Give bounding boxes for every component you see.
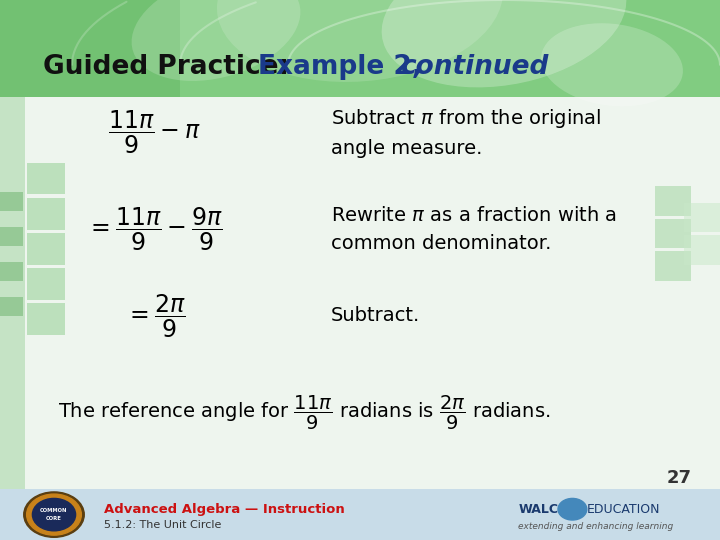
Circle shape <box>27 494 81 535</box>
FancyBboxPatch shape <box>0 192 23 211</box>
Text: 5.1.2: The Unit Circle: 5.1.2: The Unit Circle <box>104 520 222 530</box>
FancyBboxPatch shape <box>0 97 25 489</box>
Circle shape <box>24 492 84 537</box>
Ellipse shape <box>217 0 503 82</box>
Text: Guided Practice:: Guided Practice: <box>43 55 299 80</box>
Text: continued: continued <box>400 55 548 80</box>
FancyBboxPatch shape <box>27 303 65 335</box>
FancyBboxPatch shape <box>655 219 691 248</box>
FancyBboxPatch shape <box>27 268 65 300</box>
Circle shape <box>558 498 587 520</box>
Text: WALCH: WALCH <box>518 503 569 516</box>
Circle shape <box>32 498 76 531</box>
Text: CORE: CORE <box>46 516 62 521</box>
FancyBboxPatch shape <box>27 163 65 194</box>
FancyBboxPatch shape <box>0 262 23 281</box>
FancyBboxPatch shape <box>0 297 23 316</box>
FancyBboxPatch shape <box>0 0 720 489</box>
FancyBboxPatch shape <box>180 0 720 97</box>
FancyBboxPatch shape <box>27 198 65 230</box>
FancyBboxPatch shape <box>27 233 65 265</box>
FancyBboxPatch shape <box>655 186 691 216</box>
FancyBboxPatch shape <box>0 489 720 540</box>
Text: $= \dfrac{2\pi}{9}$: $= \dfrac{2\pi}{9}$ <box>125 292 185 340</box>
Text: Rewrite $\pi$ as a fraction with a
common denominator.: Rewrite $\pi$ as a fraction with a commo… <box>331 206 617 253</box>
Text: Subtract $\pi$ from the original
angle measure.: Subtract $\pi$ from the original angle m… <box>331 107 602 158</box>
Text: $= \dfrac{11\pi}{9} - \dfrac{9\pi}{9}$: $= \dfrac{11\pi}{9} - \dfrac{9\pi}{9}$ <box>86 206 223 253</box>
FancyBboxPatch shape <box>684 235 720 265</box>
Text: Subtract.: Subtract. <box>331 306 420 326</box>
FancyBboxPatch shape <box>0 0 720 97</box>
Ellipse shape <box>541 23 683 106</box>
FancyBboxPatch shape <box>655 251 691 281</box>
Text: EDUCATION: EDUCATION <box>587 503 660 516</box>
Text: $\dfrac{11\pi}{9} - \pi$: $\dfrac{11\pi}{9} - \pi$ <box>109 109 201 156</box>
Text: 27: 27 <box>666 469 691 487</box>
FancyBboxPatch shape <box>684 202 720 232</box>
Ellipse shape <box>382 0 626 87</box>
Text: extending and enhancing learning: extending and enhancing learning <box>518 522 674 531</box>
Text: COMMON: COMMON <box>40 508 68 514</box>
Ellipse shape <box>132 0 300 81</box>
Text: Example 2,: Example 2, <box>258 55 431 80</box>
Text: The reference angle for $\dfrac{11\pi}{9}$ radians is $\dfrac{2\pi}{9}$ radians.: The reference angle for $\dfrac{11\pi}{9… <box>58 394 550 432</box>
Text: Advanced Algebra — Instruction: Advanced Algebra — Instruction <box>104 503 345 516</box>
FancyBboxPatch shape <box>0 227 23 246</box>
